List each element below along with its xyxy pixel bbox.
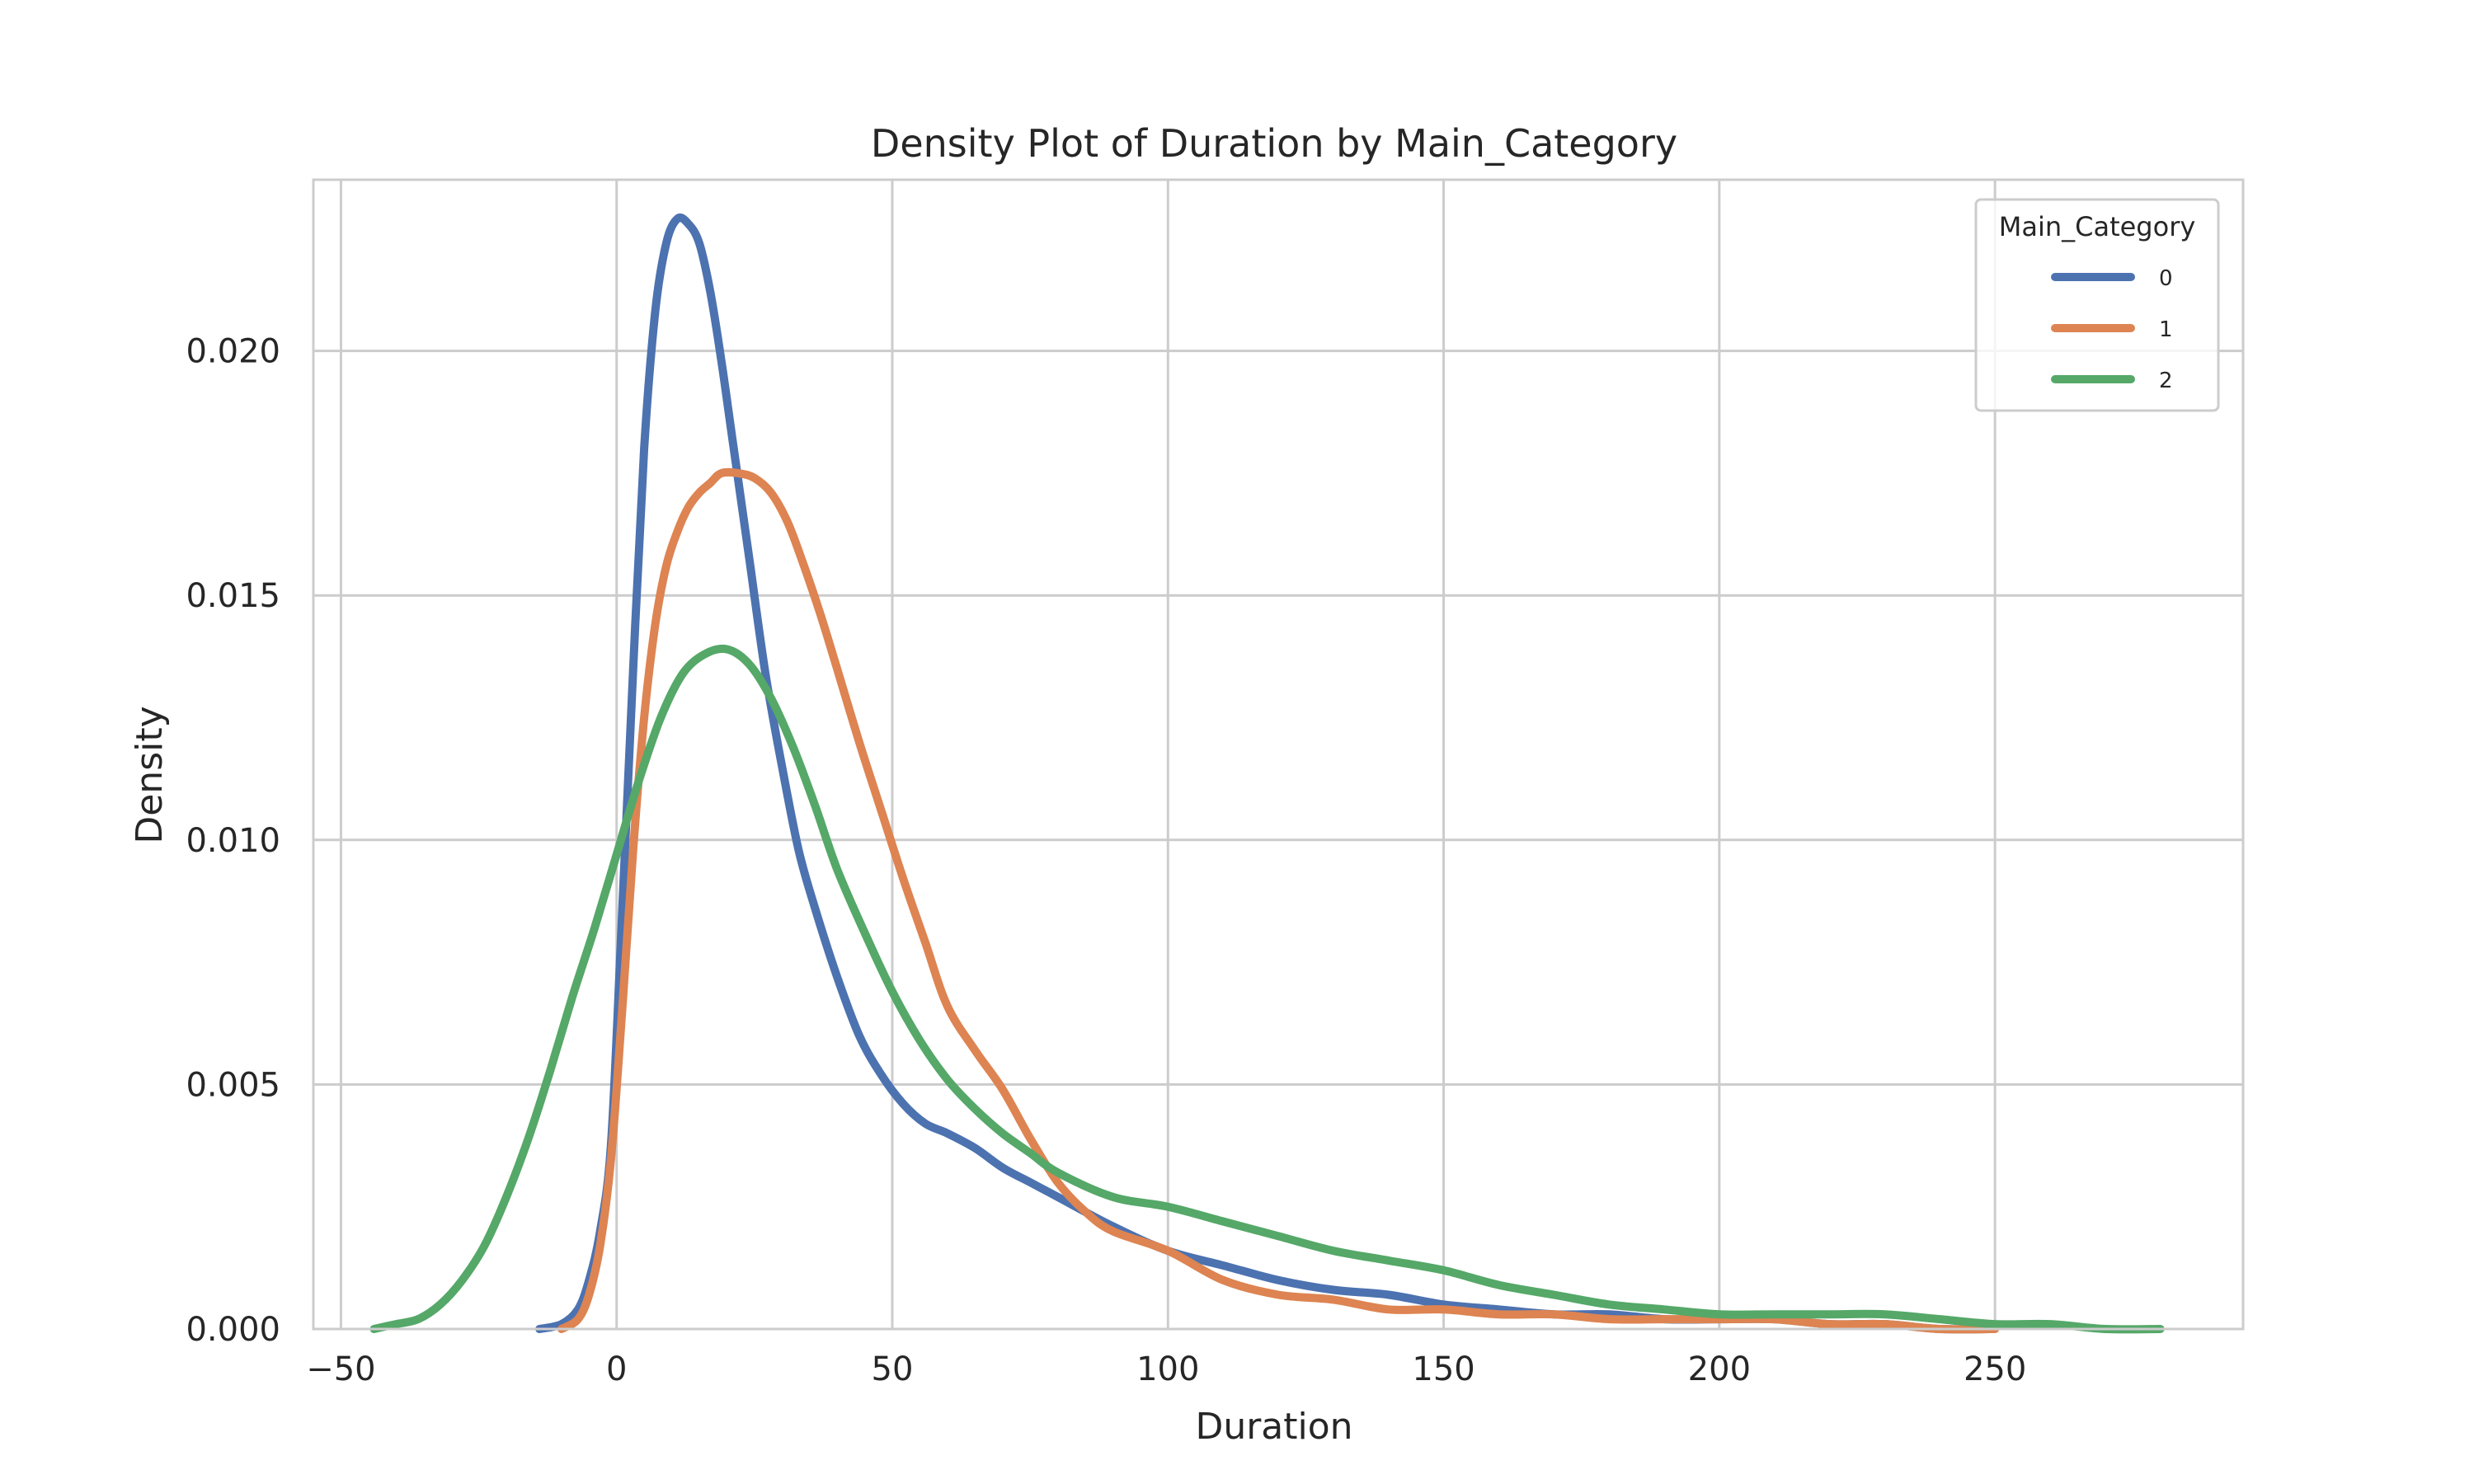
y-tick-label: 0.010: [186, 822, 280, 860]
series-layer: [369, 214, 2165, 1334]
y-axis-label: Density: [129, 706, 171, 843]
legend-title: Main_Category: [1999, 211, 2196, 242]
y-tick-label: 0.005: [186, 1066, 280, 1104]
legend-entries: 0 1 2: [2051, 266, 2173, 393]
x-axis-ticks: −50 0 50 100 150 200 250: [306, 1350, 2026, 1388]
x-tick-label: 0: [606, 1350, 627, 1388]
legend-label-0: 0: [2159, 266, 2173, 291]
x-tick-label: 150: [1412, 1350, 1475, 1388]
legend-label-2: 2: [2159, 369, 2173, 393]
x-tick-label: 250: [1964, 1350, 2026, 1388]
x-tick-label: 200: [1688, 1350, 1751, 1388]
y-tick-label: 0.015: [186, 577, 280, 615]
legend-box: [1974, 198, 2220, 412]
y-tick-label: 0.020: [186, 333, 280, 371]
y-axis-ticks: 0.000 0.005 0.010 0.015 0.020: [186, 333, 280, 1349]
legend: Main_Category 0 1 2: [1974, 198, 2220, 412]
x-tick-label: 50: [872, 1350, 914, 1388]
plot-frame: [312, 178, 2245, 1331]
series-line-2: [369, 644, 2165, 1334]
legend-label-1: 1: [2159, 317, 2173, 342]
chart-title: Density Plot of Duration by Main_Categor…: [871, 121, 1677, 166]
x-axis-label: Duration: [1195, 1406, 1352, 1448]
x-tick-label: −50: [306, 1350, 375, 1388]
y-tick-label: 0.000: [186, 1311, 280, 1349]
x-tick-label: 100: [1136, 1350, 1199, 1388]
series-line-1: [557, 467, 2000, 1334]
